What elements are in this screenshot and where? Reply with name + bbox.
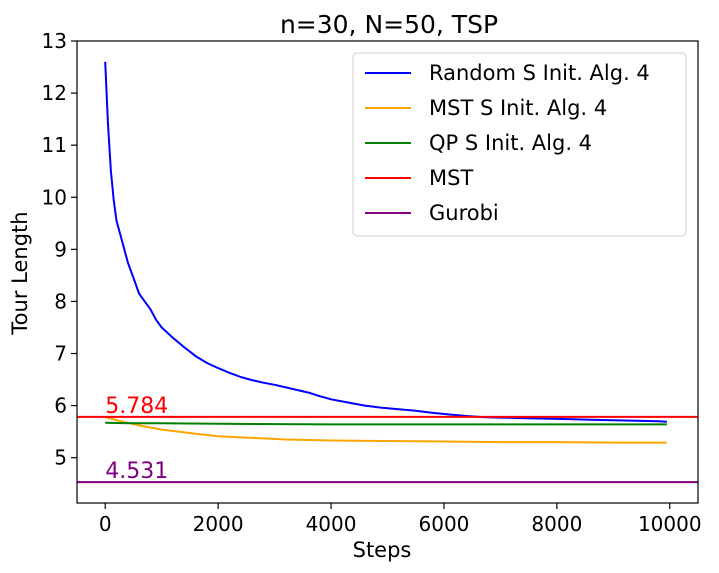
y-tick-label: 8 [54,289,67,313]
x-tick-label: 2000 [193,512,244,536]
series-line-qp-s-init-alg-4 [105,421,667,426]
y-tick-label: 11 [42,133,67,157]
legend-entry-label: Random S Init. Alg. 4 [429,61,650,85]
y-axis-label: Tour Length [8,211,32,335]
y-tick-label: 9 [54,237,67,261]
series-group [77,61,698,484]
hline-value-label: 4.531 [105,459,168,484]
y-tick-label: 13 [42,29,67,53]
y-tick-label: 6 [54,394,67,418]
x-axis-label: Steps [353,538,412,562]
plot-frame [76,40,699,504]
y-tick-label: 7 [54,342,67,366]
legend-box [352,52,687,237]
y-tick-label: 5 [54,446,67,470]
legend-entry-label: MST S Init. Alg. 4 [429,96,607,120]
axes: 0 2000 4000 6000 8000 10000 5 6 7 8 9 10 11 12 13 [42,29,702,536]
y-tick-label: 10 [42,185,67,209]
x-tick-label: 10000 [638,512,702,536]
chart-title: n=30, N=50, TSP [280,10,498,39]
plot-area: 5.784 4.531 [77,61,698,484]
legend-entry-label: Gurobi [429,201,499,225]
legend-entry-label: QP S Init. Alg. 4 [429,131,592,155]
legend-entry-label: MST [429,166,473,190]
x-tick-label: 0 [99,512,112,536]
legend: Random S Init. Alg. 4 MST S Init. Alg. 4 Q… [352,52,687,237]
y-tick-label: 12 [42,81,67,105]
x-tick-label: 4000 [306,512,357,536]
hline-value-label: 5.784 [105,394,168,419]
x-tick-label: 8000 [531,512,582,536]
x-tick-label: 6000 [419,512,470,536]
